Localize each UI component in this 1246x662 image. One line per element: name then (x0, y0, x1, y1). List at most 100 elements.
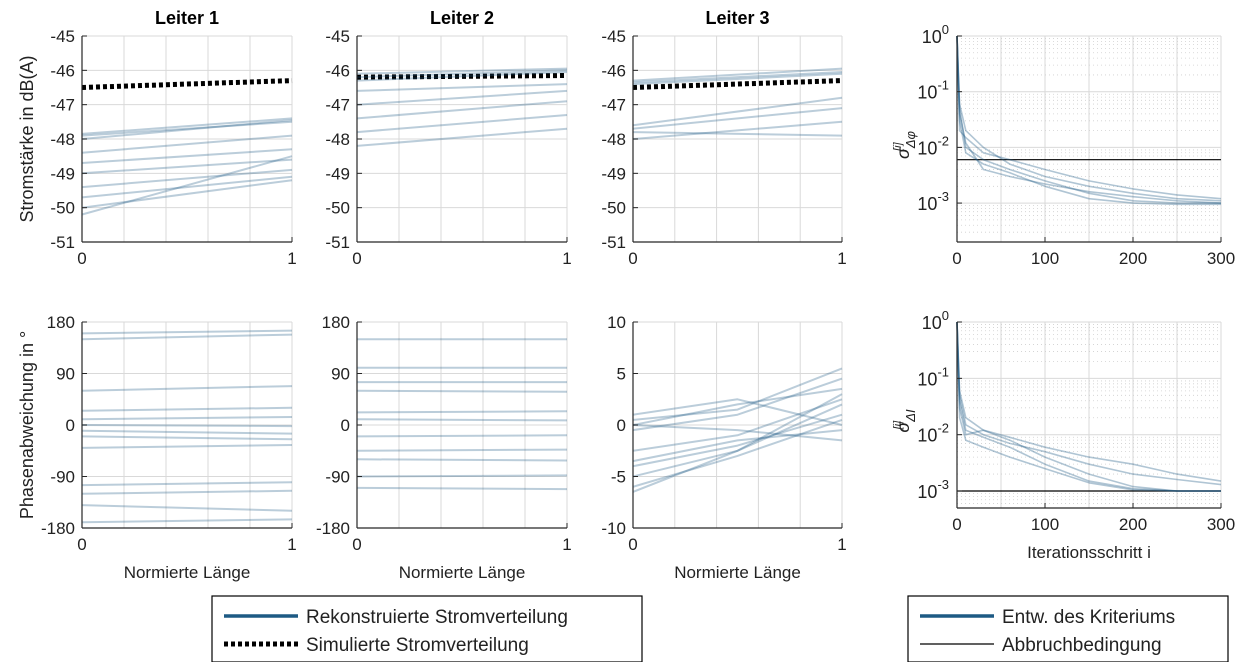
series-line-reconstructed (632, 398, 843, 426)
chart-panel-6: -10 -5 0 5 10 0 1 Normierte Länge (601, 313, 846, 582)
y-tick-label-base: 10 (917, 194, 937, 214)
series-line-criterion (956, 321, 1221, 492)
series-line-reconstructed (81, 385, 293, 392)
y-tick-label: -51 (601, 233, 626, 252)
y-tick-label: -48 (325, 130, 350, 149)
series-line-reconstructed (81, 435, 293, 441)
y-tick-label: -47 (325, 96, 350, 115)
series-line-criterion (956, 321, 1222, 486)
x-tick-label: 1 (562, 535, 571, 554)
y-tick-label-exponent: -2 (937, 421, 949, 436)
series-line-reconstructed (81, 148, 293, 164)
legend-left-frame (211, 595, 643, 662)
y-tick-label: -47 (601, 96, 626, 115)
series-line-reconstructed (632, 96, 843, 127)
y-tick-label: -47 (50, 96, 75, 115)
series-line-reconstructed (632, 393, 843, 493)
y-axis-label: σΔφ[i] (892, 130, 918, 159)
series-line-reconstructed (81, 119, 293, 140)
series-line-reconstructed (81, 424, 293, 428)
x-axis-label: Normierte Länge (674, 563, 801, 582)
y-axis-label-subscript: Δφ (903, 130, 918, 149)
y-tick-label: 10-3 (917, 477, 949, 502)
chart-panel-2: -51 -50 -49 -48 -47 -46 -45 0 1 Leiter 2 (325, 8, 571, 268)
y-tick-label-exponent: -2 (937, 133, 949, 148)
y-tick-label: -45 (325, 27, 350, 46)
legend-label-stop: Abbruchbedingung (1002, 635, 1162, 656)
chart-panel-3: -51 -50 -49 -48 -47 -46 -45 0 1 Leiter 3 (601, 8, 846, 268)
y-tick-label-base: 10 (917, 138, 937, 158)
series-line-reconstructed (632, 131, 843, 137)
series-line-reconstructed (632, 387, 843, 426)
chart-panel-4: -180 -90 0 90 180 0 1 Normierte Länge Phasenabwe… (17, 313, 297, 582)
y-tick-label-exponent: -1 (937, 78, 949, 93)
series-line-reconstructed (356, 458, 568, 462)
series-line-reconstructed (81, 134, 293, 154)
x-tick-label: 200 (1119, 249, 1147, 268)
y-tick-label: -49 (601, 164, 626, 183)
x-tick-label: 0 (77, 249, 86, 268)
series-line-reconstructed (632, 72, 843, 86)
y-tick-label: -45 (601, 27, 626, 46)
series-line-criterion (956, 35, 1222, 200)
series-line-criterion (956, 35, 1221, 204)
y-tick-label: 5 (617, 365, 626, 384)
x-tick-label: 1 (837, 249, 846, 268)
y-tick-label: 10-2 (917, 421, 949, 446)
y-tick-label-exponent: -1 (937, 364, 949, 379)
series-line-reconstructed (81, 117, 293, 135)
series-line-reconstructed (632, 367, 843, 421)
series-line-reconstructed (632, 377, 843, 432)
panel-title: Leiter 2 (430, 8, 494, 28)
x-axis-label: Normierte Länge (124, 563, 251, 582)
series-line-reconstructed (81, 158, 293, 175)
y-tick-label: 0 (617, 416, 626, 435)
x-tick-label: 0 (952, 249, 961, 268)
y-axis-label-superscript: [i] (892, 420, 904, 431)
series-line-criterion (956, 321, 1222, 482)
series-line-reconstructed (81, 329, 293, 335)
y-axis-label-symbol: σ (893, 147, 913, 159)
series-line-simulated (81, 78, 293, 90)
series-line-reconstructed (81, 333, 293, 341)
series-line-reconstructed (81, 429, 293, 435)
y-tick-label-exponent: 0 (942, 308, 949, 323)
legend-label-reconstructed: Rekonstruierte Stromverteilung (306, 607, 568, 628)
y-tick-label-exponent: -3 (937, 477, 949, 492)
series-line-reconstructed (356, 486, 568, 491)
y-tick-label: -10 (601, 519, 626, 538)
y-tick-label: -46 (325, 61, 350, 80)
series-line-criterion (956, 35, 1221, 206)
series-line-reconstructed (356, 389, 568, 393)
y-axis-label: Stromstärke in dB(A) (17, 55, 37, 222)
series-line-reconstructed (356, 434, 568, 438)
y-tick-label: 10-3 (917, 189, 949, 214)
series-line-criterion (956, 35, 1222, 202)
x-tick-label: 300 (1207, 515, 1235, 534)
x-tick-label: 0 (628, 535, 637, 554)
y-tick-label: 90 (56, 365, 75, 384)
series-line-reconstructed (81, 120, 293, 137)
legend-right-frame (907, 595, 1229, 662)
y-tick-label: -48 (601, 130, 626, 149)
y-tick-label: 180 (322, 313, 350, 332)
y-tick-label-base: 10 (922, 27, 942, 47)
y-tick-label-exponent: -3 (937, 189, 949, 204)
y-tick-label: -46 (50, 61, 75, 80)
y-tick-label: -50 (50, 199, 75, 218)
y-tick-label: 100 (922, 22, 949, 47)
series-line-reconstructed (81, 518, 293, 524)
y-tick-label-base: 10 (917, 426, 937, 446)
x-tick-label: 0 (352, 535, 361, 554)
series-line-reconstructed (632, 413, 843, 468)
x-tick-label: 1 (837, 535, 846, 554)
y-tick-label: -5 (611, 468, 626, 487)
chart-panel-1: -51 -50 -49 -48 -47 -46 -45 0 1 Leiter 1 Stromstär… (17, 8, 297, 268)
series-line-reconstructed (632, 120, 843, 140)
series-line-simulated (356, 73, 568, 80)
y-tick-label-base: 10 (917, 83, 937, 103)
y-tick-label: -49 (325, 164, 350, 183)
series-line-reconstructed (356, 418, 568, 422)
